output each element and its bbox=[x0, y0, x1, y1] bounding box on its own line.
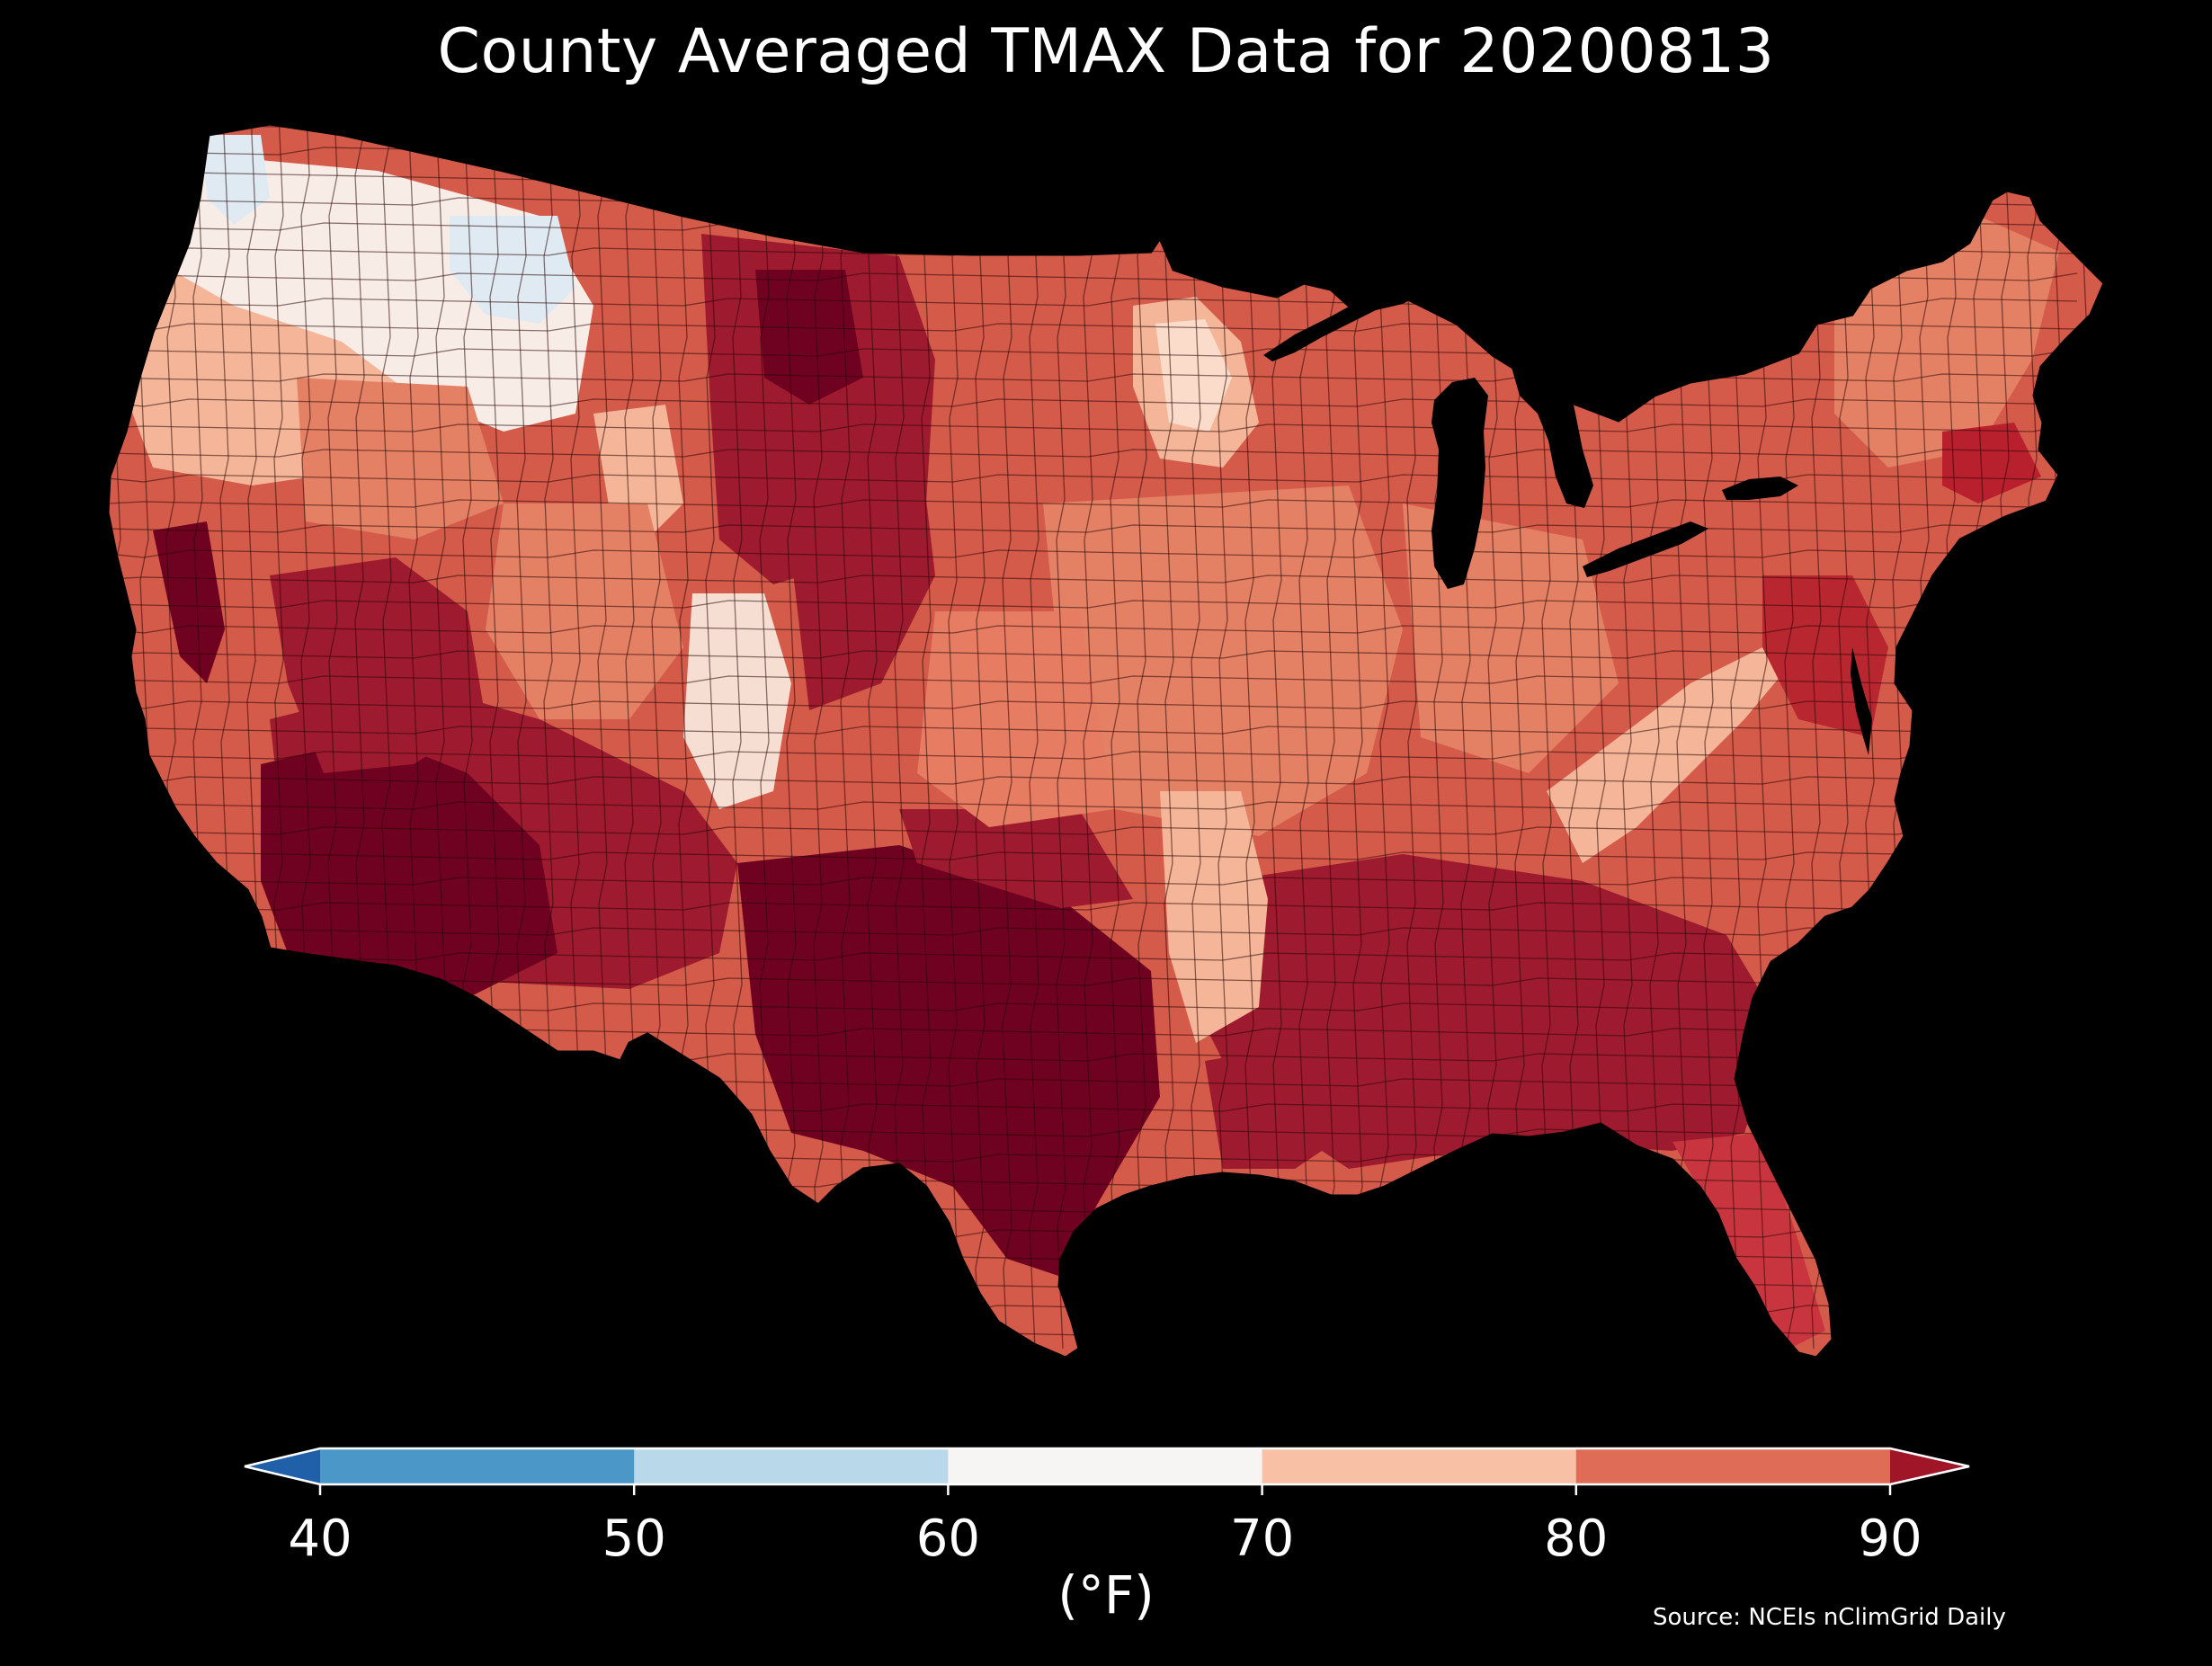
chesapeake-bay bbox=[1851, 647, 1872, 755]
county-border bbox=[108, 902, 2078, 911]
county-border bbox=[1083, 124, 1093, 1350]
county-border bbox=[1325, 124, 1336, 1350]
colorbar-bin bbox=[1262, 1448, 1577, 1484]
county-border bbox=[108, 499, 2078, 508]
county-border bbox=[108, 423, 2078, 432]
lake-michigan bbox=[1432, 378, 1488, 589]
region-kansas-warm bbox=[917, 611, 1115, 827]
colorbar-bin bbox=[1575, 1448, 1891, 1484]
county-border bbox=[1002, 124, 1012, 1350]
region-midwest-warm bbox=[1043, 486, 1403, 836]
county-border bbox=[813, 124, 824, 1350]
colorbar-bin bbox=[948, 1448, 1263, 1484]
county-border bbox=[108, 650, 2078, 659]
county-border bbox=[1029, 124, 1039, 1350]
county-border bbox=[1244, 124, 1255, 1350]
colorbar-tick-label: 70 bbox=[1230, 1510, 1294, 1568]
county-border bbox=[111, 124, 122, 1350]
region-texas-hottest bbox=[737, 845, 1160, 1277]
region-california-valley bbox=[153, 521, 225, 683]
source-note: Source: NCEIs nClimGrid Daily bbox=[1653, 1604, 2006, 1631]
county-border bbox=[108, 927, 2078, 936]
us-outline bbox=[106, 122, 2106, 1359]
county-border bbox=[1137, 124, 1147, 1350]
county-border bbox=[108, 600, 2078, 609]
colorbar-bin bbox=[320, 1448, 635, 1484]
county-border bbox=[108, 877, 2078, 886]
lake-ontario bbox=[1722, 477, 1798, 500]
county-border bbox=[108, 449, 2078, 458]
county-border bbox=[108, 726, 2078, 735]
county-border bbox=[108, 398, 2078, 407]
county-border bbox=[1164, 124, 1174, 1350]
colorbar-tick-label: 50 bbox=[602, 1510, 666, 1568]
county-border bbox=[786, 124, 797, 1350]
county-border bbox=[108, 801, 2078, 810]
county-border bbox=[108, 549, 2078, 558]
region-wyoming-hot bbox=[755, 270, 863, 405]
colorbar-tick-label: 80 bbox=[1544, 1510, 1608, 1568]
region-florida bbox=[1672, 1133, 1825, 1349]
colorbar-ticks: 40 50 60 70 80 90 bbox=[288, 1484, 1922, 1568]
county-border bbox=[1271, 124, 1282, 1350]
colorbar-tick-label: 90 bbox=[1858, 1510, 1922, 1568]
county-border bbox=[2109, 108, 2118, 1349]
region-mississippi-hot bbox=[1205, 1043, 1349, 1169]
lake-erie bbox=[1583, 521, 1708, 577]
county-border bbox=[108, 575, 2078, 584]
county-border bbox=[108, 675, 2078, 684]
county-border bbox=[867, 124, 878, 1350]
map-title: County Averaged TMAX Data for 20200813 bbox=[437, 16, 1775, 87]
county-border bbox=[108, 826, 2078, 835]
region-idaho-cold bbox=[450, 216, 575, 324]
region-east-oregon-warm bbox=[297, 378, 504, 539]
colorbar-tick-label: 60 bbox=[916, 1510, 980, 1568]
colorbar-tick-label: 40 bbox=[288, 1510, 352, 1568]
county-border bbox=[894, 124, 905, 1350]
county-border bbox=[1298, 124, 1309, 1350]
county-border bbox=[840, 124, 851, 1350]
county-border bbox=[108, 776, 2078, 785]
region-nevada-hot bbox=[270, 557, 486, 773]
county-border bbox=[108, 851, 2078, 860]
county-border bbox=[1110, 124, 1120, 1350]
great-lakes bbox=[1263, 286, 1872, 755]
county-border bbox=[108, 952, 2078, 961]
county-border bbox=[1217, 124, 1228, 1350]
county-border bbox=[1056, 124, 1066, 1350]
colorbar: 40 50 60 70 80 90 bbox=[244, 1447, 1970, 1568]
county-border bbox=[108, 1355, 2078, 1358]
county-border bbox=[108, 625, 2078, 634]
lake-superior bbox=[1263, 286, 1430, 361]
county-border bbox=[108, 124, 2078, 130]
county-border bbox=[1191, 124, 1201, 1350]
county-border bbox=[921, 124, 932, 1350]
county-border bbox=[759, 124, 770, 1350]
county-border bbox=[108, 524, 2078, 533]
colorbar-unit-label: (°F) bbox=[1057, 1564, 1155, 1626]
county-border bbox=[108, 700, 2078, 709]
lake-huron bbox=[1511, 360, 1593, 508]
colorbar-bin bbox=[634, 1448, 949, 1484]
region-massachusetts-hot bbox=[1942, 423, 2041, 503]
county-border bbox=[108, 373, 2078, 382]
county-border bbox=[108, 751, 2078, 760]
